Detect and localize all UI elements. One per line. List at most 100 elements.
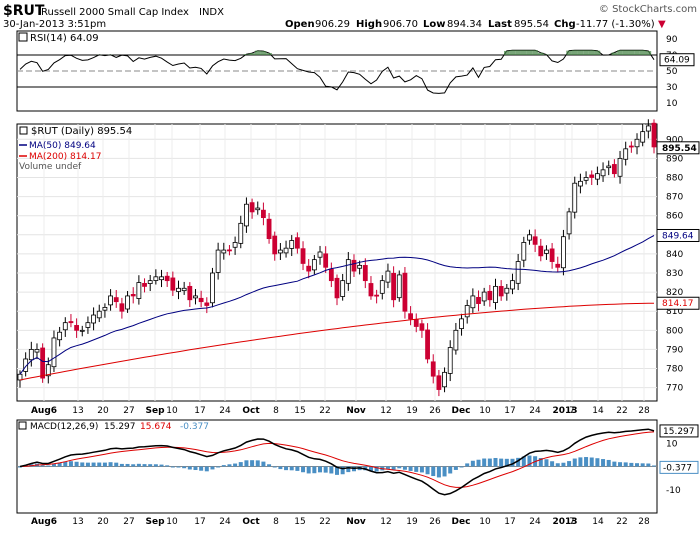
candle-body: [160, 277, 164, 280]
chg-label: Chg: [554, 19, 576, 30]
rsi-overbought-fill: [244, 54, 250, 55]
chg-value: -11.77 (-1.30%): [576, 19, 655, 30]
candle-body: [165, 276, 169, 280]
candle-body: [414, 320, 418, 327]
macd-histogram-bar: [307, 467, 311, 474]
candle-body: [403, 273, 407, 311]
price-x-label: 27: [123, 406, 134, 416]
macd-histogram-bar: [188, 467, 192, 470]
candle-body: [109, 296, 113, 305]
rsi-overbought-fill: [583, 50, 589, 55]
price-x-label: 17: [504, 406, 515, 416]
macd-histogram-bar: [312, 467, 316, 474]
candle-body: [63, 323, 67, 330]
rsi-overbought-fill: [629, 50, 635, 55]
macd-histogram-bar: [624, 462, 628, 466]
macd-histogram-bar: [193, 467, 197, 471]
macd-histogram-bar: [420, 467, 424, 473]
macd-histogram-bar: [126, 464, 130, 467]
candle-body: [590, 175, 594, 178]
price-tick-label: 880: [666, 173, 683, 183]
macd-x-label: Oct: [242, 517, 260, 527]
price-tick-label: 770: [666, 384, 683, 394]
low-label: Low: [423, 19, 445, 30]
candle-body: [329, 269, 333, 280]
macd-histogram-bar: [460, 467, 464, 468]
candle-body: [454, 330, 458, 350]
rsi-tick-30: 30: [666, 83, 678, 93]
macd-x-label: 22: [616, 517, 627, 527]
macd-histogram-bar: [69, 461, 73, 466]
candle-body: [171, 278, 175, 290]
candle-body: [318, 252, 322, 257]
rsi-overbought-fill: [646, 51, 652, 55]
candle-body: [386, 271, 390, 282]
macd-x-label: 27: [123, 517, 134, 527]
macd-histogram-bar: [641, 463, 645, 466]
candle-body: [499, 286, 503, 296]
index-name: Russell 2000 Small Cap Index: [41, 7, 189, 18]
price-x-label: Aug6: [31, 406, 57, 416]
rsi-value-tag: 64.09: [664, 56, 690, 66]
rsi-overbought-fill: [504, 51, 510, 55]
price-tick-label: 820: [666, 288, 683, 298]
macd-histogram-bar: [41, 465, 45, 466]
candle-body: [641, 132, 645, 142]
macd-x-label: 8: [273, 517, 279, 527]
candle-body: [465, 305, 469, 316]
macd-histogram-bar: [46, 466, 50, 467]
rsi-overbought-fill: [578, 50, 584, 55]
candle-body: [624, 149, 628, 159]
macd-histogram-bar: [471, 461, 475, 467]
candle-body: [69, 322, 73, 323]
macd-x-label: 17: [194, 517, 205, 527]
macd-histogram-bar: [426, 467, 430, 475]
candle-body: [256, 208, 260, 210]
macd-histogram-bar: [131, 464, 135, 466]
macd-histogram-bar: [561, 463, 565, 467]
macd-histogram-bar: [233, 464, 237, 467]
candle-body: [244, 204, 248, 226]
candle-body: [516, 262, 520, 284]
price-x-label: 22: [319, 406, 330, 416]
candle-body: [126, 296, 130, 309]
candle-body: [80, 330, 84, 331]
macd-histogram-bar: [465, 463, 469, 466]
price-x-label: 12: [380, 406, 391, 416]
macd-histogram-bar: [250, 460, 254, 466]
candle-body: [341, 281, 345, 297]
candle-body: [578, 181, 582, 186]
candle-body: [75, 325, 79, 330]
candle-body: [601, 170, 605, 176]
macd-x-label: Sep: [145, 517, 165, 527]
candle-body: [143, 283, 147, 286]
rsi-overbought-fill: [255, 51, 261, 55]
candle-body: [199, 298, 203, 301]
candle-body: [41, 348, 45, 378]
rsi-tick-90: 90: [666, 35, 678, 45]
macd-x-label: 7: [569, 517, 575, 527]
candle-body: [222, 250, 226, 253]
datetime: 30-Jan-2013 3:51pm: [3, 19, 106, 30]
macd-histogram-bar: [295, 467, 299, 471]
candle-body: [618, 158, 622, 176]
macd-histogram-bar: [284, 467, 288, 471]
candle-body: [92, 315, 96, 323]
candle-body: [409, 314, 413, 319]
symbol: $RUT: [3, 3, 45, 19]
macd-x-label: 26: [429, 517, 441, 527]
candle-body: [205, 303, 209, 306]
macd-x-label: 10: [479, 517, 491, 527]
candle-body: [290, 241, 294, 249]
macd-histogram-bar: [590, 457, 594, 466]
macd-histogram-bar: [318, 467, 322, 473]
candle-body: [477, 297, 481, 303]
macd-histogram-bar: [120, 464, 124, 467]
macd-legend-name: MACD(12,26,9): [30, 422, 98, 432]
candle-body: [443, 372, 447, 386]
price-x-label: 15: [294, 406, 305, 416]
high-label: High: [356, 19, 382, 30]
macd-histogram-bar: [454, 467, 458, 470]
volume-legend: Volume undef: [19, 162, 82, 172]
rsi-tick-10: 10: [666, 99, 678, 109]
